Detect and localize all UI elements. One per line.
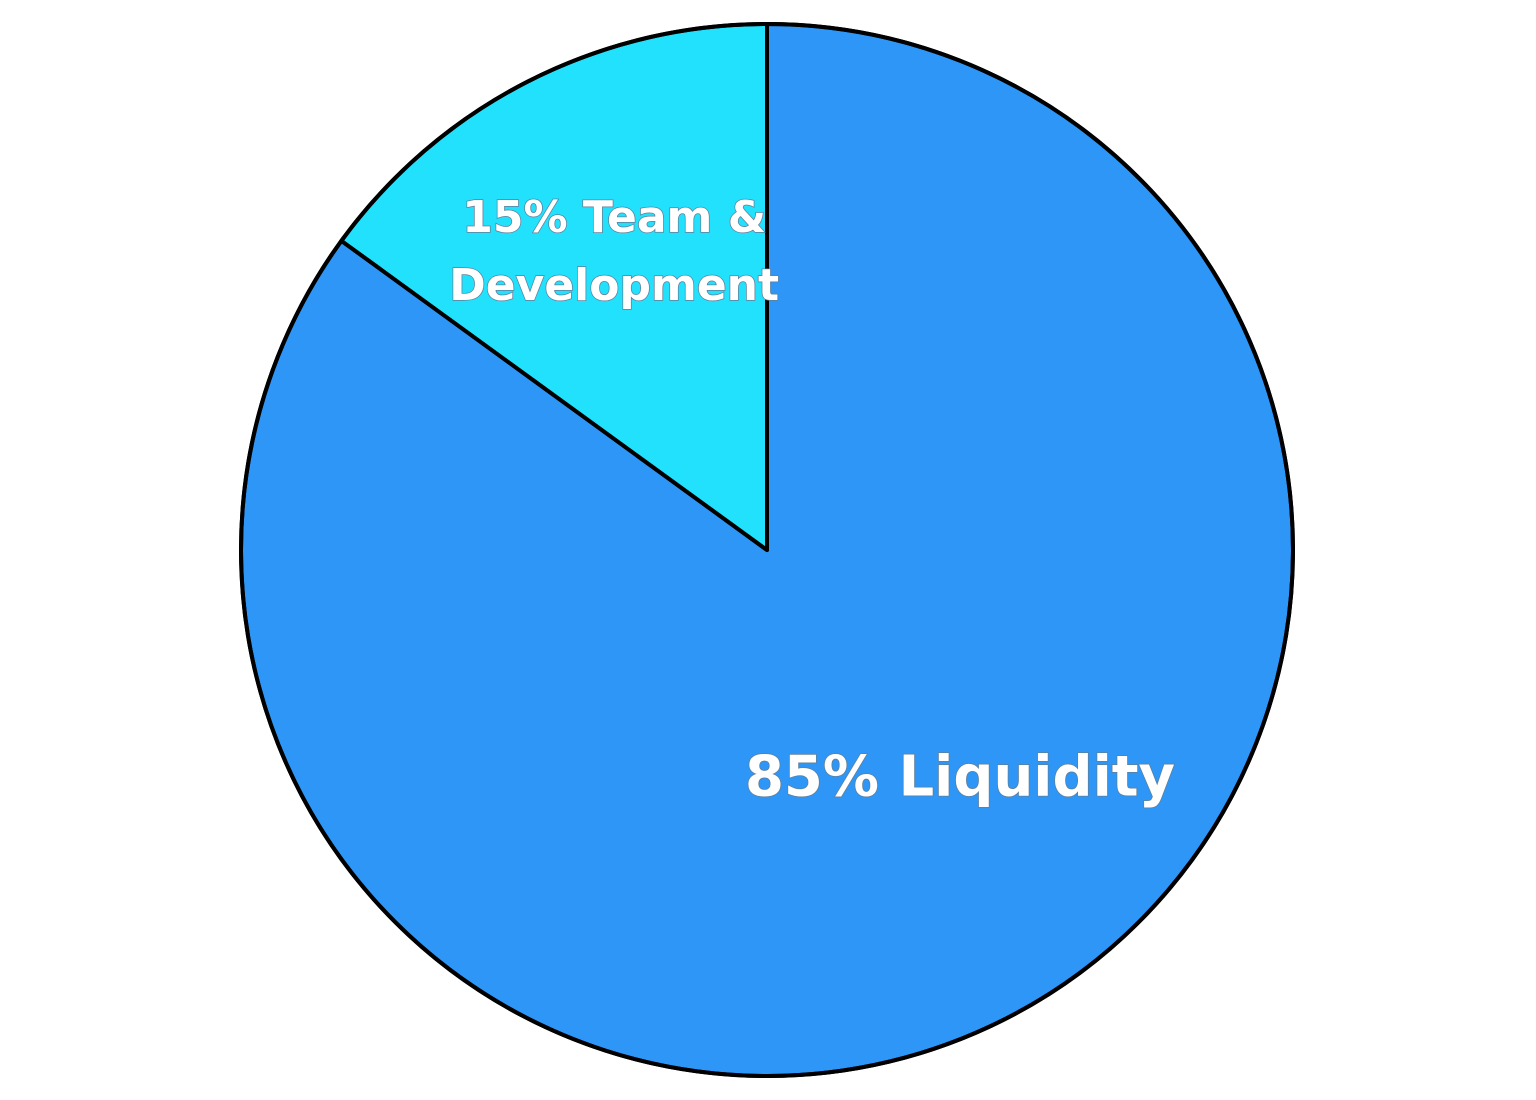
slice-label-liquidity: 85% Liquidity	[745, 745, 1175, 810]
pie-labels: 85% Liquidity 15% Team & Development	[449, 191, 1176, 810]
pie-slices	[239, 22, 1295, 1078]
slice-label-team-development: 15% Team & Development	[449, 192, 779, 311]
slice-label-line: Development	[449, 260, 779, 311]
pie-outline	[239, 22, 1295, 1078]
slice-label-line: 85% Liquidity	[745, 745, 1175, 810]
slice-label-line: 15% Team &	[462, 192, 766, 243]
